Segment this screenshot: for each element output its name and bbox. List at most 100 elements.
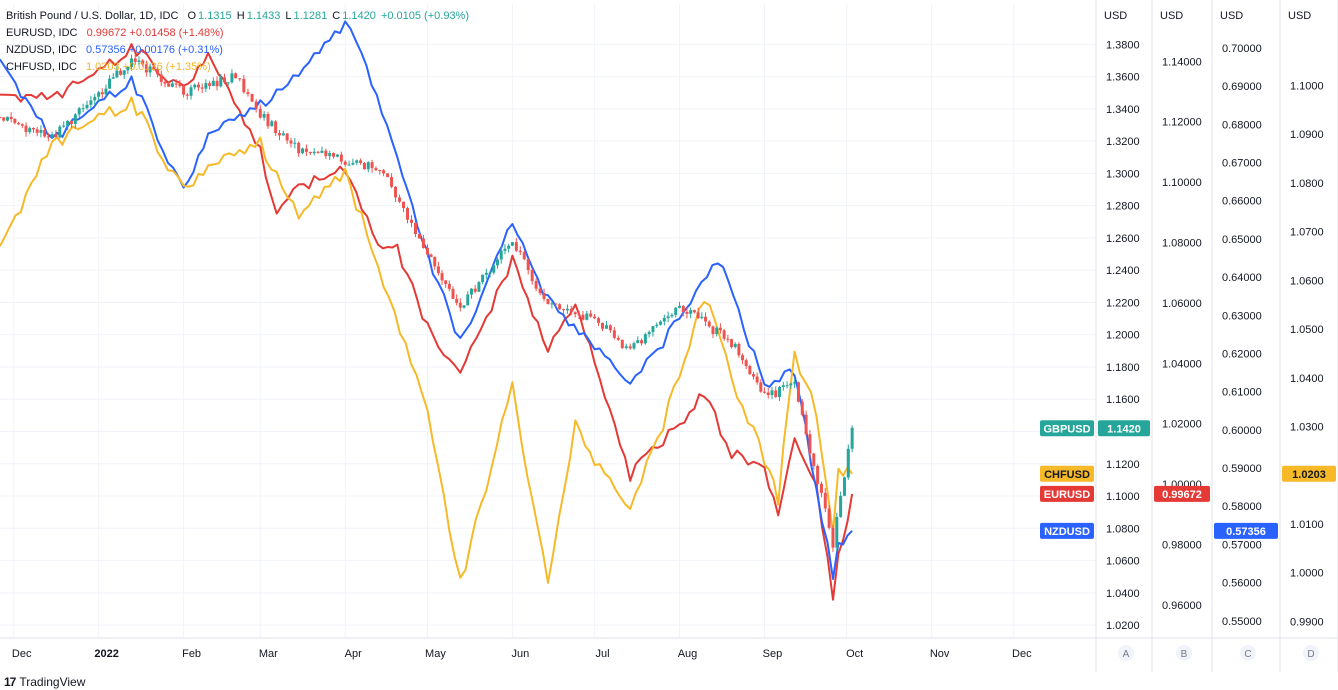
candle-body[interactable] [77, 108, 81, 115]
candle-body[interactable] [616, 337, 620, 340]
candle-body[interactable] [503, 248, 507, 251]
candle-body[interactable] [347, 164, 351, 166]
candle-body[interactable] [413, 222, 417, 234]
candle-body[interactable] [178, 83, 182, 87]
candle-body[interactable] [440, 273, 444, 281]
candle-body[interactable] [370, 162, 374, 169]
candle-body[interactable] [54, 134, 58, 138]
candle-body[interactable] [444, 280, 448, 284]
candle-body[interactable] [170, 83, 174, 87]
candle-body[interactable] [297, 142, 301, 154]
candle-body[interactable] [789, 383, 793, 386]
scale-button-label[interactable]: B [1181, 649, 1188, 660]
candle-body[interactable] [759, 382, 763, 392]
candle-body[interactable] [196, 84, 200, 88]
candle-body[interactable] [741, 355, 745, 361]
candle-body[interactable] [242, 78, 246, 93]
candle-body[interactable] [666, 316, 670, 318]
candle-body[interactable] [277, 133, 281, 136]
candle-body[interactable] [793, 382, 797, 384]
candle-body[interactable] [73, 114, 77, 124]
candle-body[interactable] [573, 312, 577, 315]
candle-body[interactable] [104, 88, 108, 95]
candle-body[interactable] [558, 304, 562, 310]
scale-button-label[interactable]: D [1307, 649, 1314, 660]
candle-body[interactable] [137, 60, 141, 62]
scale-button-label[interactable]: C [1244, 649, 1251, 660]
candle-body[interactable] [640, 340, 644, 344]
candle-body[interactable] [258, 108, 262, 118]
candle-body[interactable] [696, 312, 700, 319]
candle-body[interactable] [108, 78, 112, 89]
candle-body[interactable] [208, 83, 212, 86]
candle-body[interactable] [492, 265, 496, 273]
candle-body[interactable] [565, 308, 569, 311]
series-line-chfusd[interactable] [0, 96, 853, 584]
candle-body[interactable] [752, 374, 755, 377]
candle-body[interactable] [816, 465, 820, 484]
candle-body[interactable] [711, 326, 715, 335]
candle-body[interactable] [436, 266, 440, 274]
scale-button-bg[interactable] [1176, 645, 1192, 661]
candle-body[interactable] [93, 96, 97, 101]
candle-body[interactable] [674, 307, 678, 315]
candle-body[interactable] [770, 390, 774, 396]
candle-body[interactable] [597, 318, 601, 323]
candle-body[interactable] [785, 385, 789, 387]
candle-body[interactable] [624, 346, 628, 348]
candle-body[interactable] [585, 313, 589, 320]
candle-body[interactable] [66, 120, 70, 126]
candle-body[interactable] [744, 360, 748, 367]
candle-body[interactable] [185, 94, 189, 96]
candle-body[interactable] [451, 288, 455, 299]
candle-body[interactable] [562, 309, 566, 311]
candle-body[interactable] [589, 313, 593, 317]
candle-body[interactable] [343, 161, 347, 165]
candle-body[interactable] [522, 252, 526, 260]
candle-body[interactable] [651, 326, 655, 332]
candle-body[interactable] [374, 168, 378, 171]
candle-body[interactable] [39, 130, 43, 133]
candle-body[interactable] [632, 343, 636, 349]
candle-body[interactable] [685, 311, 689, 314]
candle-body[interactable] [662, 317, 666, 322]
candle-body[interactable] [447, 283, 451, 289]
candle-body[interactable] [510, 242, 514, 246]
candle-body[interactable] [704, 316, 708, 322]
candle-body[interactable] [97, 92, 101, 97]
candle-body[interactable] [808, 434, 812, 454]
candle-body[interactable] [554, 303, 558, 305]
candle-body[interactable] [89, 100, 93, 105]
legend-eurusd-row[interactable]: EURUSD, IDC 0.99672 +0.01458 (+1.48%) [6, 25, 471, 42]
candle-body[interactable] [62, 125, 66, 127]
candle-body[interactable] [328, 153, 332, 157]
candle-body[interactable] [28, 128, 32, 133]
candle-body[interactable] [17, 122, 21, 125]
candle-body[interactable] [636, 340, 640, 344]
candle-body[interactable] [499, 250, 503, 260]
candle-body[interactable] [81, 108, 85, 110]
candle-body[interactable] [366, 162, 370, 170]
candle-body[interactable] [402, 201, 406, 209]
candle-body[interactable] [526, 259, 530, 271]
candle-body[interactable] [466, 294, 470, 306]
legend-chfusd-row[interactable]: CHFUSD, IDC 1.0203 +0.0136 (+1.35%) [6, 59, 471, 76]
candle-body[interactable] [421, 238, 425, 248]
tradingview-logo[interactable]: 17 TradingView [4, 675, 85, 689]
series-line-eurusd[interactable] [0, 43, 854, 601]
candle-body[interactable] [130, 58, 134, 67]
candle-body[interactable] [152, 66, 156, 70]
candle-body[interactable] [219, 77, 223, 87]
candle-body[interactable] [85, 104, 89, 109]
candle-body[interactable] [13, 118, 17, 123]
candle-body[interactable] [469, 288, 473, 295]
candle-body[interactable] [762, 391, 766, 393]
candle-body[interactable] [850, 427, 854, 449]
candle-body[interactable] [433, 256, 437, 267]
candle-body[interactable] [339, 154, 343, 162]
candle-body[interactable] [293, 142, 297, 144]
candle-body[interactable] [748, 366, 752, 375]
candle-body[interactable] [148, 66, 152, 73]
scale-button-bg[interactable] [1118, 645, 1134, 661]
candle-body[interactable] [715, 327, 719, 335]
